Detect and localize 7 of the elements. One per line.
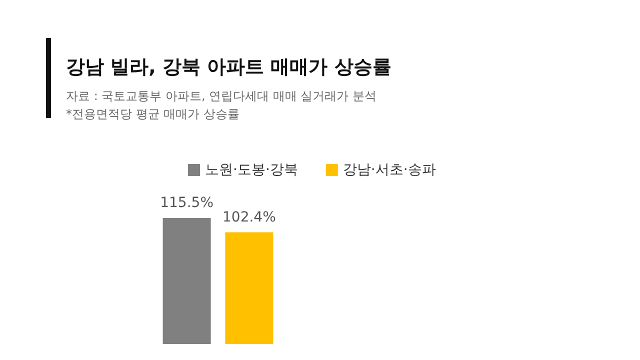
data-label: 115.5% [160,195,214,211]
chart-title: 강남 빌라, 강북 아파트 매매가 상승률 [66,55,392,80]
data-label: 102.4% [222,209,276,226]
text: *전용면적당 평균 매매가 상승률 [66,106,240,123]
text: 자료 : 국토교통부 아파트, 연립다세대 매매 실거래가 분석 [66,88,377,105]
legend-label: 노원·도봉·강북 [205,162,298,178]
legend-label: 강남·서초·송파 [342,162,436,178]
